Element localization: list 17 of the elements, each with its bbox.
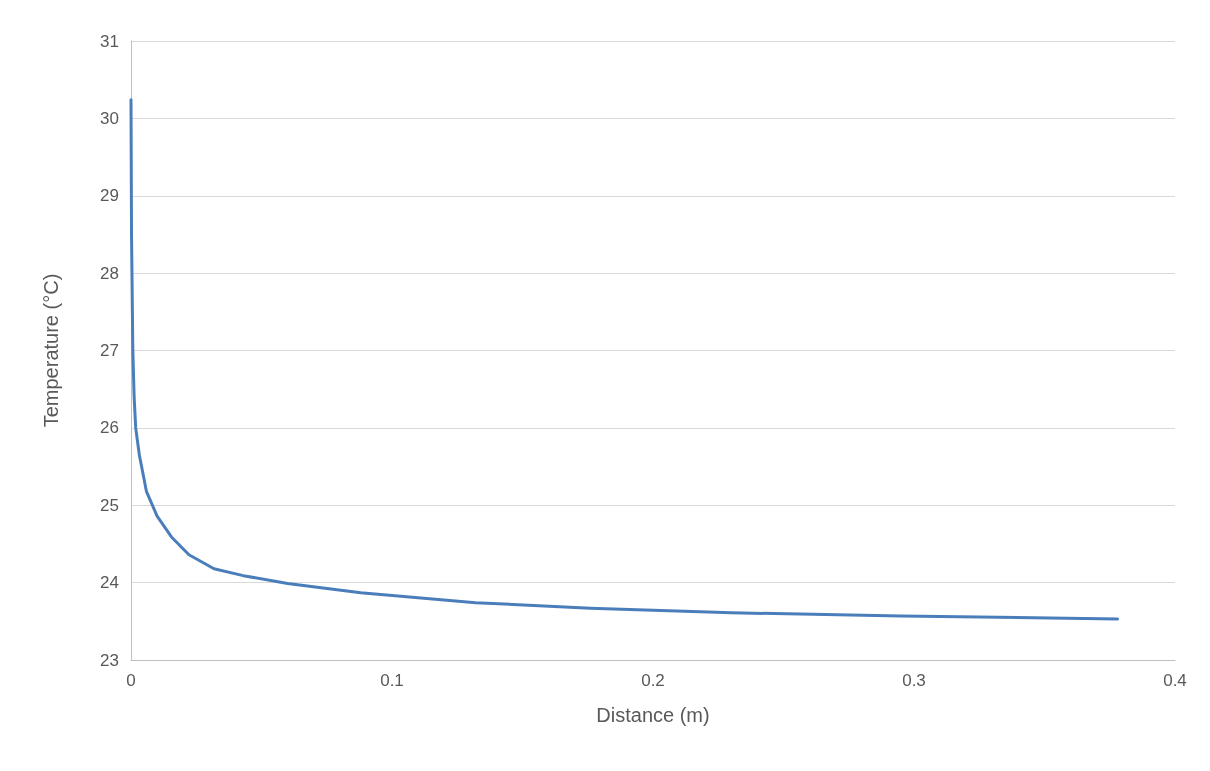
x-tick-label: 0.3 (902, 671, 926, 690)
y-tick-label: 27 (100, 341, 119, 360)
y-axis-title: Temperature (°C) (40, 273, 62, 428)
y-tick-label: 28 (100, 263, 119, 283)
y-tick-label: 26 (100, 418, 119, 438)
y-tick-label: 31 (100, 31, 119, 51)
x-axis-title: Distance (m) (596, 704, 710, 726)
x-tick-label: 0 (126, 671, 136, 690)
x-tick-label: 0.4 (1163, 671, 1187, 690)
y-tick-label: 25 (100, 495, 119, 515)
line-series (129, 98, 1120, 621)
y-tick-label: 30 (100, 108, 119, 128)
x-tick-label: 0.1 (380, 671, 404, 690)
x-tick-label: 0.2 (641, 671, 665, 690)
y-tick-label: 24 (100, 573, 119, 593)
y-tick-label: 29 (100, 186, 119, 206)
y-tick-label: 23 (100, 650, 119, 670)
